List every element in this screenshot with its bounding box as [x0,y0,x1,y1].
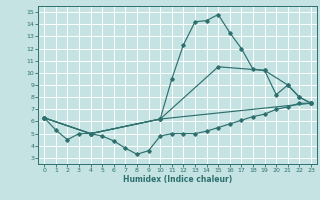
X-axis label: Humidex (Indice chaleur): Humidex (Indice chaleur) [123,175,232,184]
